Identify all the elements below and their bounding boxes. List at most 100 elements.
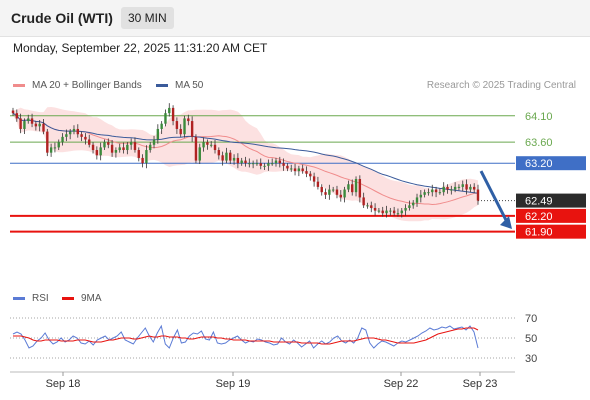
candle-body	[331, 189, 335, 191]
price-label: 62.20	[525, 211, 553, 223]
legend-label: 9MA	[81, 293, 102, 304]
candle-body	[107, 142, 110, 145]
timeframe-badge[interactable]: 30 MIN	[121, 7, 174, 29]
x-tick-label: Sep 23	[463, 378, 498, 390]
candle-body	[396, 213, 400, 215]
candle-body	[370, 205, 373, 208]
candle-body	[263, 165, 266, 167]
candle-body	[450, 189, 453, 191]
candle-body	[248, 163, 251, 165]
rsi-9ma-line	[13, 327, 479, 345]
candle-body	[34, 123, 38, 127]
candle-body	[309, 173, 312, 177]
candle-body	[198, 147, 201, 161]
candle-body	[461, 184, 464, 187]
candle-body	[126, 144, 129, 151]
price-label: 64.10	[525, 111, 553, 123]
candle-body	[469, 186, 472, 190]
ma20-line	[12, 112, 479, 206]
candle-body	[282, 163, 285, 166]
candle-body	[27, 118, 30, 122]
candle-body	[320, 186, 323, 193]
candle-body	[240, 160, 243, 164]
legend-label: RSI	[32, 293, 49, 304]
legend-ma50: MA 50	[156, 80, 203, 91]
candle-body	[297, 168, 301, 172]
candle-body	[68, 131, 72, 135]
candle-body	[408, 205, 411, 208]
candle-body	[301, 168, 304, 172]
candle-body	[190, 121, 194, 137]
research-credit: Research © 2025 Trading Central	[426, 80, 576, 91]
candle-body	[179, 128, 182, 135]
candle-body	[347, 184, 350, 190]
candle-body	[46, 131, 49, 153]
rsi-tick-label: 70	[525, 313, 537, 325]
candle-body	[267, 163, 270, 166]
price-label: 62.49	[525, 196, 553, 208]
candle-body	[209, 144, 213, 146]
candle-body	[232, 157, 236, 161]
candle-body	[213, 144, 217, 151]
candle-body	[343, 189, 346, 198]
candles	[11, 103, 480, 218]
candle-body	[442, 186, 445, 193]
candle-body	[373, 207, 377, 211]
candle-body	[141, 157, 144, 164]
candle-body	[133, 142, 137, 151]
candle-body	[23, 121, 26, 129]
candle-body	[137, 150, 140, 158]
candle-body	[362, 197, 365, 206]
candle-body	[358, 179, 362, 198]
candle-body	[312, 176, 316, 182]
candle-body	[366, 205, 369, 207]
candle-body	[19, 118, 22, 129]
price-label-box	[516, 156, 586, 171]
candle-body	[152, 139, 156, 145]
candle-body	[415, 197, 419, 203]
candle-body	[164, 113, 167, 124]
candle-body	[149, 144, 152, 151]
candle-body	[217, 150, 221, 156]
price-label: 63.20	[525, 158, 553, 170]
candle-body	[389, 210, 392, 212]
candle-body	[129, 142, 133, 145]
candle-body	[15, 113, 19, 119]
x-tick-label: Sep 22	[384, 378, 419, 390]
candle-body	[72, 128, 76, 132]
instrument-title: Crude Oil (WTI)	[11, 10, 113, 26]
candle-body	[118, 147, 121, 151]
chart-header: Crude Oil (WTI) 30 MIN	[0, 0, 590, 37]
candle-body	[404, 207, 407, 211]
candle-body	[419, 194, 423, 198]
candle-body	[305, 171, 308, 174]
candle-body	[324, 192, 327, 195]
price-label: 61.90	[525, 227, 553, 239]
legend-swatch	[156, 84, 168, 87]
x-tick-label: Sep 19	[216, 378, 251, 390]
candle-body	[84, 136, 87, 140]
candle-body	[457, 186, 461, 188]
legend-swatch	[13, 84, 25, 87]
candle-body	[434, 189, 438, 193]
candle-body	[49, 147, 53, 153]
price-label-box	[516, 193, 586, 208]
rsi-tick-label: 30	[525, 353, 537, 365]
candle-body	[171, 107, 175, 122]
candle-body	[431, 189, 434, 193]
candle-body	[145, 150, 148, 164]
forecast-arrow	[479, 170, 509, 223]
candle-body	[122, 147, 125, 151]
legend-swatch	[62, 297, 74, 300]
candle-body	[316, 181, 320, 187]
candle-body	[11, 110, 15, 114]
candle-body	[270, 163, 274, 165]
x-tick-label: Sep 18	[46, 378, 81, 390]
candle-body	[160, 123, 163, 129]
candle-body	[412, 202, 415, 206]
candle-body	[38, 123, 41, 127]
candle-body	[381, 210, 384, 214]
candle-body	[61, 136, 64, 143]
candle-body	[168, 107, 171, 114]
